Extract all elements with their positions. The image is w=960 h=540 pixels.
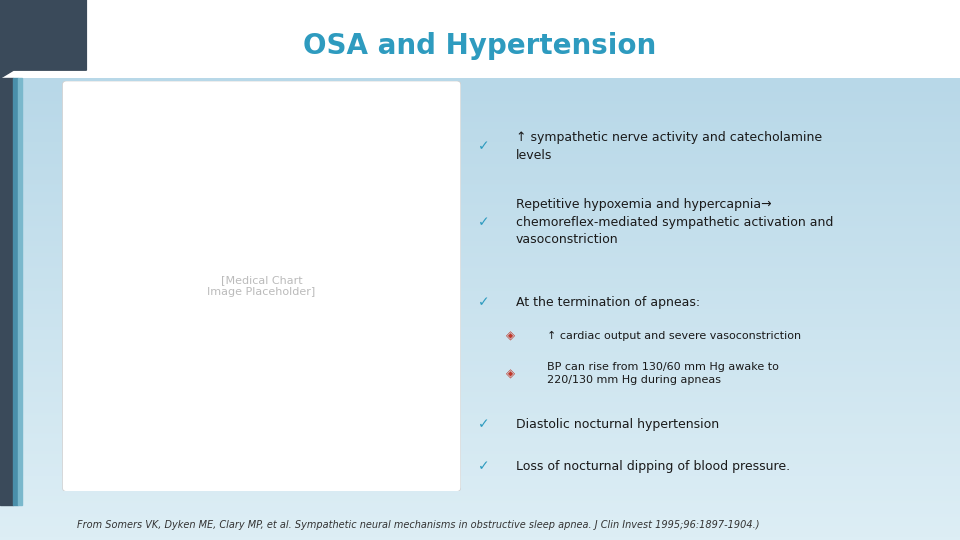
Text: BP can rise from 130/60 mm Hg awake to
220/130 mm Hg during apneas: BP can rise from 130/60 mm Hg awake to 2… bbox=[547, 362, 780, 386]
Text: ◈: ◈ bbox=[507, 367, 516, 380]
Text: ↑ cardiac output and severe vasoconstriction: ↑ cardiac output and severe vasoconstric… bbox=[547, 331, 802, 341]
Text: Diastolic nocturnal hypertension: Diastolic nocturnal hypertension bbox=[516, 418, 719, 431]
Text: ✓: ✓ bbox=[477, 460, 490, 474]
Bar bbox=[0, 78, 13, 505]
Text: [Medical Chart
Image Placeholder]: [Medical Chart Image Placeholder] bbox=[207, 275, 316, 297]
Text: Loss of nocturnal dipping of blood pressure.: Loss of nocturnal dipping of blood press… bbox=[516, 460, 790, 473]
Bar bbox=[18, 78, 22, 505]
Text: ◈: ◈ bbox=[507, 329, 516, 342]
Polygon shape bbox=[0, 0, 86, 78]
Bar bbox=[13, 78, 18, 505]
Text: ✓: ✓ bbox=[477, 295, 490, 309]
Text: ✓: ✓ bbox=[477, 417, 490, 431]
Text: OSA and Hypertension: OSA and Hypertension bbox=[303, 32, 657, 60]
Bar bbox=[0, 0, 960, 78]
Text: ✓: ✓ bbox=[477, 139, 490, 153]
Text: At the termination of apneas:: At the termination of apneas: bbox=[516, 295, 700, 309]
Text: ✓: ✓ bbox=[477, 215, 490, 229]
FancyBboxPatch shape bbox=[62, 81, 461, 491]
Text: ↑ sympathetic nerve activity and catecholamine
levels: ↑ sympathetic nerve activity and catecho… bbox=[516, 131, 822, 161]
Text: Repetitive hypoxemia and hypercapnia→
chemoreflex-mediated sympathetic activatio: Repetitive hypoxemia and hypercapnia→ ch… bbox=[516, 198, 833, 246]
Text: From Somers VK, Dyken ME, Clary MP, et al. Sympathetic neural mechanisms in obst: From Somers VK, Dyken ME, Clary MP, et a… bbox=[77, 520, 759, 530]
